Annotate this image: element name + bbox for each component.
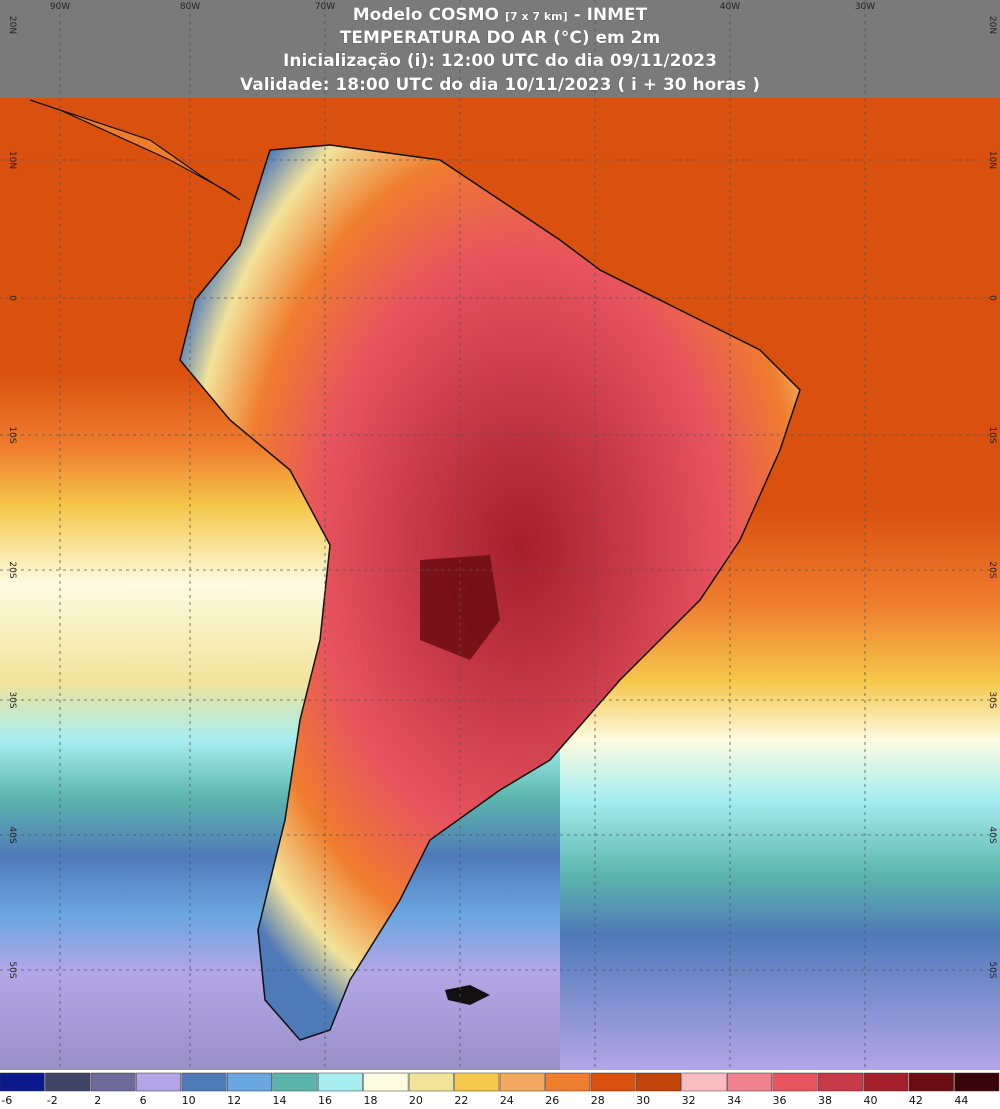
colorbar-swatch: [181, 1072, 227, 1092]
colorbar-label: 14: [273, 1094, 287, 1107]
colorbar-label: -6: [1, 1094, 12, 1107]
colorbar-label: 32: [682, 1094, 696, 1107]
colorbar-label: 34: [727, 1094, 741, 1107]
colorbar-swatch: [272, 1072, 318, 1092]
colorbar-swatch: [408, 1072, 454, 1092]
lat-label: 0: [7, 295, 17, 301]
colorbar-swatch: [590, 1072, 636, 1092]
lon-label: 80W: [180, 2, 200, 12]
colorbar-label: 22: [454, 1094, 468, 1107]
colorbar-swatch: [0, 1072, 45, 1092]
colorbar-label: 24: [500, 1094, 514, 1107]
colorbar-swatch: [772, 1072, 818, 1092]
colorbar-label: 40: [863, 1094, 877, 1107]
hotspot: [420, 555, 500, 660]
colorbar-swatch: [363, 1072, 409, 1092]
colorbar-label: 6: [140, 1094, 147, 1107]
colorbar-label: 28: [591, 1094, 605, 1107]
lat-label: 50S: [7, 961, 17, 978]
colorbar-swatch: [681, 1072, 727, 1092]
colorbar-swatch: [90, 1072, 136, 1092]
lat-label: 0: [987, 295, 997, 301]
lat-label: 50S: [987, 961, 997, 978]
lat-label: 20N: [7, 16, 17, 34]
lat-label: 20S: [987, 561, 997, 578]
lat-label: 10S: [7, 426, 17, 443]
model: Modelo COSMO: [353, 5, 499, 25]
colorbar-swatch: [863, 1072, 909, 1092]
colorbar-swatch: [954, 1072, 1000, 1092]
colorbar-swatch: [908, 1072, 954, 1092]
colorbar-label: 16: [318, 1094, 332, 1107]
lat-label: 40S: [987, 826, 997, 843]
colorbar-swatch: [636, 1072, 682, 1092]
lat-label: 10S: [987, 426, 997, 443]
colorbar-swatch: [454, 1072, 500, 1092]
lat-label: 30S: [987, 691, 997, 708]
colorbar-swatch: [136, 1072, 182, 1092]
resolution: [7 x 7 km]: [505, 10, 568, 23]
colorbar-label: 44: [954, 1094, 968, 1107]
colorbar: -6 -2 2 6 10 12 14 16 18 20 22 24 26 28 30 32 34 36 38 40 42…: [0, 1070, 1000, 1109]
lat-label: 40S: [7, 826, 17, 843]
title-line-3: Inicialização (i): 12:00 UTC do dia 09/1…: [283, 51, 717, 71]
colorbar-label: 42: [909, 1094, 923, 1107]
falklands: [445, 985, 490, 1005]
colorbar-swatch: [317, 1072, 363, 1092]
lon-label: 40W: [720, 2, 740, 12]
colorbar-label: 26: [545, 1094, 559, 1107]
title-line-1: Modelo COSMO [7 x 7 km] - INMET: [353, 5, 648, 25]
colorbar-label: 12: [227, 1094, 241, 1107]
colorbar-label: -2: [47, 1094, 58, 1107]
colorbar-swatch: [499, 1072, 545, 1092]
colorbar-label: 10: [182, 1094, 196, 1107]
source: - INMET: [574, 5, 648, 25]
colorbar-swatch: [45, 1072, 91, 1092]
colorbar-label: 38: [818, 1094, 832, 1107]
lat-label: 10N: [7, 151, 17, 169]
central-america: [29, 99, 241, 201]
lat-label: 10N: [987, 151, 997, 169]
lat-label: 30S: [7, 691, 17, 708]
lon-label: 90W: [50, 2, 70, 12]
lon-label: 70W: [315, 2, 335, 12]
lat-label: 20N: [987, 16, 997, 34]
colorbar-swatch: [727, 1072, 772, 1092]
lon-label: 30W: [855, 2, 875, 12]
colorbar-swatch: [817, 1072, 863, 1092]
colorbar-label: 36: [773, 1094, 787, 1107]
title-line-2: TEMPERATURA DO AR (°C) em 2m: [340, 28, 660, 48]
colorbar-label: 2: [94, 1094, 101, 1107]
colorbar-label: 18: [363, 1094, 377, 1107]
graticule: 90W 80W 70W 40W 30W 20N 20N 10N 10N 0 0 10S 10S 20S 20…: [0, 0, 1000, 1070]
colorbar-label: 30: [636, 1094, 650, 1107]
colorbar-swatch: [545, 1072, 591, 1092]
colorbar-swatch: [227, 1072, 272, 1092]
lat-label: 20S: [7, 561, 17, 578]
title-line-4: Validade: 18:00 UTC do dia 10/11/2023 ( …: [240, 75, 760, 95]
colorbar-label: 20: [409, 1094, 423, 1107]
